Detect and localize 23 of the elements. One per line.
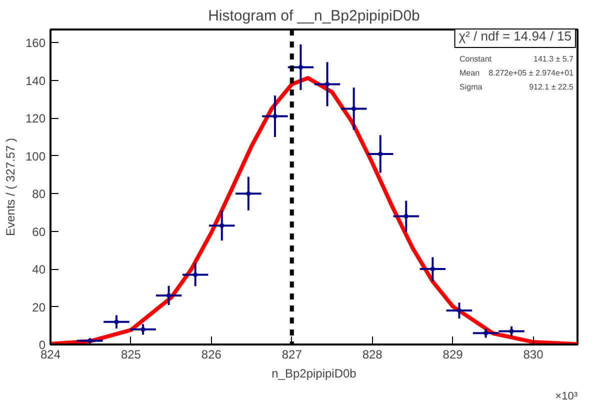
y-tick-label: 60 (32, 224, 46, 239)
text: ×10³ (555, 390, 578, 402)
annotation: Mean 8.272e+05 ± 2.974e+01 (460, 68, 574, 78)
x-tick-label: 824 (40, 348, 61, 362)
text: Constant 141.3 ± 5.7 (460, 54, 574, 64)
x-tick-label: 825 (120, 348, 142, 362)
y-tick-label: 20 (32, 300, 46, 314)
y-tick-label: 80 (32, 187, 46, 202)
y-tick-label: 40 (32, 262, 46, 277)
x-tick-label: 828 (362, 348, 383, 362)
y-tick-label: 120 (25, 112, 46, 126)
x-tick-label: 827 (282, 348, 302, 362)
chart-title: Histogram of __n_Bp2pipipiD0b (208, 8, 420, 24)
annotation: χ² / ndf = 14.94 / 15 (458, 28, 572, 44)
y-axis-title: Events / ( 327.57 ) (3, 138, 18, 236)
x-tick-label: 826 (201, 348, 222, 362)
y-tick-label: 160 (25, 36, 46, 50)
y-tick-label: 140 (25, 74, 46, 88)
y-tick-label: 100 (25, 149, 46, 164)
x-tick-label: 830 (523, 348, 544, 362)
text: Sigma 912.1 ± 22.5 (460, 82, 574, 92)
x-tick-label: 829 (442, 348, 464, 362)
x-axis-title: n_Bp2pipipiD0b (272, 366, 357, 380)
